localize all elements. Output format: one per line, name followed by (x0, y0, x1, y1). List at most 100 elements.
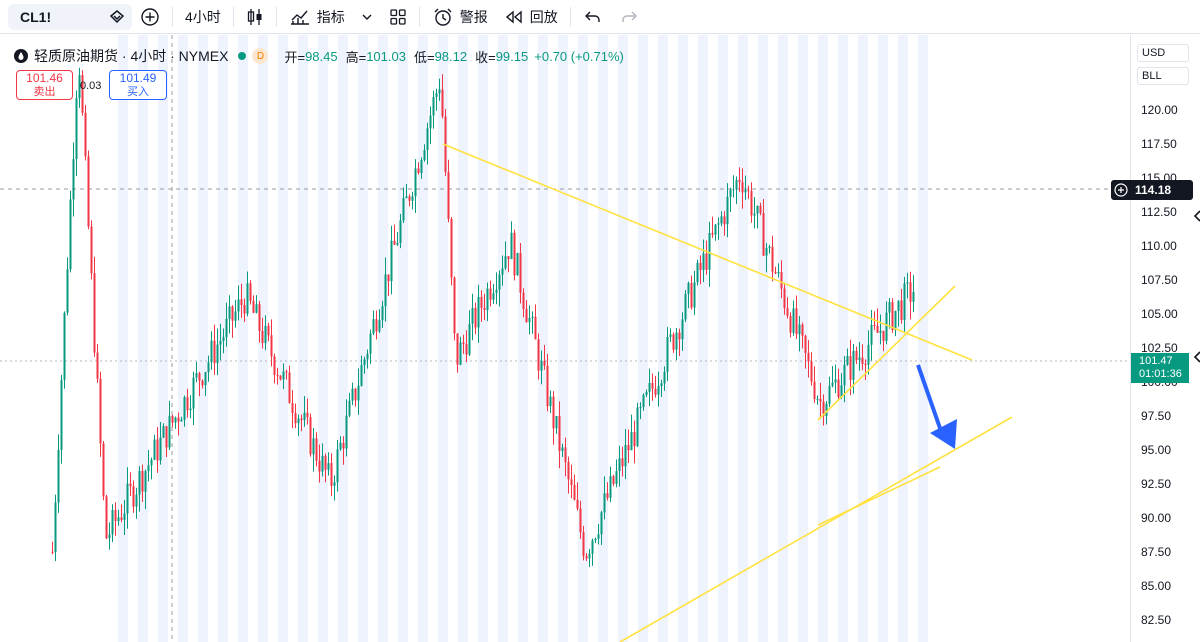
price-axis[interactable]: USD BLL 120.00 117.50 115.00 112.50 110.00 10… (1111, 35, 1200, 642)
candle-body (87, 156, 90, 227)
candle-body (657, 386, 660, 395)
chevron-left-icon[interactable] (1193, 210, 1200, 222)
candle-body (489, 288, 492, 300)
candle-body (348, 400, 351, 416)
candle-body (390, 240, 393, 282)
candle-body (543, 360, 546, 366)
plus-circle-icon (141, 7, 159, 26)
interval-button[interactable]: 4小时 (185, 8, 221, 25)
candle-body (552, 396, 555, 429)
redo-button[interactable] (611, 0, 647, 34)
unit-selector[interactable]: BLL (1137, 67, 1189, 85)
candle-body (267, 325, 270, 336)
indicators-button[interactable]: 指标 (281, 0, 353, 34)
candle-body (204, 372, 207, 386)
candle-body (891, 302, 894, 331)
session-band (378, 35, 388, 642)
candle-body (609, 476, 612, 498)
candle-body (903, 283, 906, 320)
candle-body (504, 256, 507, 269)
top-toolbar: CL1! 4小时 指标 警报 回放 (0, 0, 1200, 34)
replay-button[interactable]: 回放 (496, 0, 566, 34)
candle-body (69, 199, 72, 270)
candle-body (186, 397, 189, 411)
candle-body (294, 413, 297, 424)
compare-icon[interactable] (108, 8, 126, 26)
symbol-label: CL1! (20, 8, 52, 25)
price-tick: 112.50 (1141, 205, 1177, 219)
price-tick: 90.00 (1141, 511, 1172, 525)
session-band (718, 35, 728, 642)
candle-body (633, 431, 636, 447)
candle-body (843, 364, 846, 386)
session-band (138, 35, 148, 642)
session-band (758, 35, 768, 642)
divider (418, 6, 420, 27)
candle-body (90, 226, 93, 274)
candle-body (375, 319, 378, 332)
session-band (158, 35, 168, 642)
candle-body (585, 555, 588, 559)
candle-body (225, 318, 228, 338)
candle-body (510, 232, 513, 260)
add-symbol-button[interactable] (132, 0, 168, 34)
layouts-button[interactable] (381, 0, 415, 34)
candle-body (831, 382, 834, 386)
indicators-dropdown[interactable] (353, 0, 381, 34)
buy-button[interactable]: 101.49 买入 (109, 70, 167, 100)
candles-icon (247, 8, 262, 25)
candle-body (753, 213, 756, 216)
candle-body (318, 460, 321, 472)
candle-body (234, 311, 237, 321)
buy-price: 101.49 (119, 71, 157, 85)
candle-body (516, 253, 519, 276)
candle-body (216, 344, 219, 364)
forecast-arrow (916, 364, 957, 449)
alarm-clock-icon (434, 8, 452, 26)
candle-body (690, 282, 693, 308)
candle-body (402, 198, 405, 221)
plus-circle-icon[interactable] (1113, 182, 1129, 198)
chart-pane[interactable] (0, 35, 1130, 642)
session-band (398, 35, 408, 642)
candle-body (879, 330, 882, 333)
alert-button[interactable]: 警报 (424, 0, 496, 34)
candle-body (312, 438, 315, 455)
candle-body (573, 485, 576, 500)
candle-body (210, 340, 213, 363)
price-chart[interactable] (0, 35, 1130, 642)
price-tick: 97.50 (1141, 409, 1172, 423)
candle-body (513, 232, 516, 276)
candle-body (699, 262, 702, 270)
candle-body (54, 502, 57, 553)
candle-body (60, 379, 63, 450)
price-tick: 102.50 (1141, 341, 1178, 355)
symbol-title: 轻质原油期货 · 4小时 · NYMEX (34, 48, 229, 64)
candle-body (132, 486, 135, 507)
candle-body (654, 388, 657, 395)
candle-body (594, 538, 597, 541)
candle-body (453, 277, 456, 334)
candle-body (93, 273, 96, 353)
undo-button[interactable] (575, 0, 611, 34)
chart-type-button[interactable] (238, 0, 272, 34)
candle-body (399, 220, 402, 243)
candle-body (96, 352, 99, 379)
candle-body (858, 357, 861, 360)
buy-label: 买入 (127, 86, 149, 98)
symbol-search[interactable]: CL1! (8, 3, 132, 30)
candle-body (339, 442, 342, 450)
session-band (318, 35, 328, 642)
currency-selector[interactable]: USD (1137, 44, 1189, 62)
candle-body (705, 253, 708, 270)
candle-body (420, 159, 423, 174)
candle-body (537, 339, 540, 371)
candle-body (660, 383, 663, 387)
candle-body (276, 374, 279, 376)
candle-body (678, 332, 681, 340)
candle-body (522, 292, 525, 309)
candle-body (252, 300, 255, 313)
sell-button[interactable]: 101.46 卖出 (16, 70, 73, 100)
chevron-left-icon[interactable] (1193, 351, 1200, 363)
candle-body (780, 272, 783, 289)
